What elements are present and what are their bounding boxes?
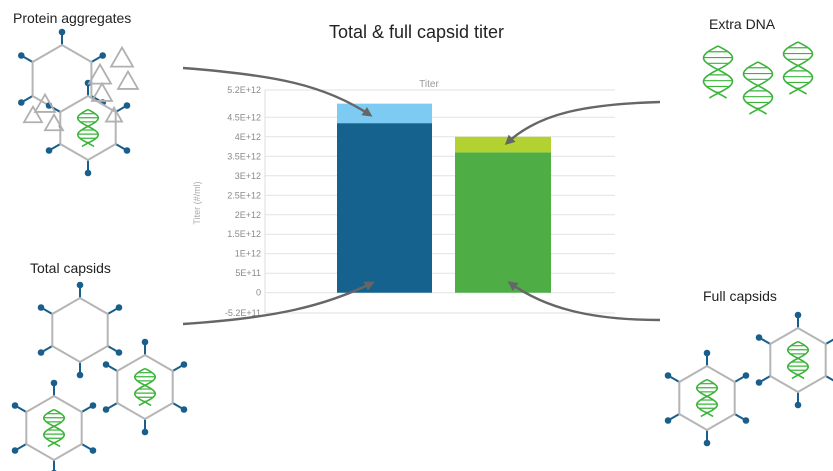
extra-dna-illustration (702, 41, 814, 115)
aggregate-triangle-icon (22, 104, 44, 124)
aggregate-triangle-icon (116, 69, 140, 90)
y-tick-label: 3E+12 (235, 171, 261, 181)
illustrations (11, 28, 833, 471)
arrows (182, 66, 661, 326)
dna-icon (76, 108, 100, 148)
y-tick-label: 1E+12 (235, 249, 261, 259)
aggregate-triangle-icon (33, 92, 57, 113)
total-capsids-bar (337, 123, 432, 293)
full-capsid-icon (45, 79, 131, 177)
arrow-total-capsids (182, 281, 375, 326)
y-tick-label: 1.5E+12 (227, 229, 261, 239)
aggregate-triangle-icon (43, 112, 65, 132)
aggregate-triangle-icon (104, 105, 124, 123)
protein-aggregates-label: Protein aggregates (13, 10, 132, 26)
full-capsids-illustration (664, 311, 833, 447)
arrow-protein-aggregates (182, 66, 373, 117)
full-capsid-icon (664, 349, 750, 447)
dna-icon (695, 378, 719, 418)
y-axis-label: Titer (#/ml) (192, 181, 202, 224)
y-tick-label: 5E+11 (235, 268, 261, 278)
full-capsid-icon (102, 338, 188, 436)
titer-chart: Titer 5.2E+12 4.5E+12 4E+12 3.5E+12 3E+12 2.5E… (192, 79, 615, 318)
y-tick-label: -5.2E+11 (225, 308, 261, 318)
y-tick-label: 2E+12 (235, 210, 261, 220)
empty-capsid-icon (37, 281, 123, 379)
aggregate-triangle-icon (109, 45, 135, 68)
y-tick-label: 4E+12 (235, 132, 261, 142)
arrow-extra-dna (504, 100, 661, 146)
dna-icon (133, 367, 157, 407)
protein-aggregates-bar-segment (337, 103, 432, 124)
y-tick-label: 0 (256, 288, 261, 298)
full-capsids-bar (455, 152, 551, 293)
page-title: Total & full capsid titer (328, 22, 505, 42)
chart-title: Titer (419, 79, 439, 90)
y-tick-label: 4.5E+12 (227, 112, 261, 122)
dna-icon (42, 408, 66, 448)
extra-dna-label: Extra DNA (709, 16, 776, 32)
full-capsids-label: Full capsids (703, 288, 777, 304)
full-capsid-icon (755, 311, 833, 409)
y-tick-label: 2.5E+12 (227, 190, 261, 200)
y-tick-label: 3.5E+12 (227, 151, 261, 161)
total-capsids-label: Total capsids (30, 260, 111, 276)
dna-icon (702, 45, 734, 99)
aggregate-triangle-icon (87, 62, 113, 85)
dna-icon (782, 41, 814, 95)
y-tick-label: 5.2E+12 (227, 85, 261, 95)
protein-aggregates-illustration (17, 28, 140, 177)
aggregate-triangle-icon (90, 81, 114, 102)
full-capsid-icon (11, 379, 97, 471)
arrow-full-capsids (507, 281, 661, 322)
total-capsids-illustration (11, 281, 188, 471)
dna-icon (742, 61, 774, 115)
dna-icon (786, 340, 810, 380)
extra-dna-bar-segment (455, 136, 551, 153)
